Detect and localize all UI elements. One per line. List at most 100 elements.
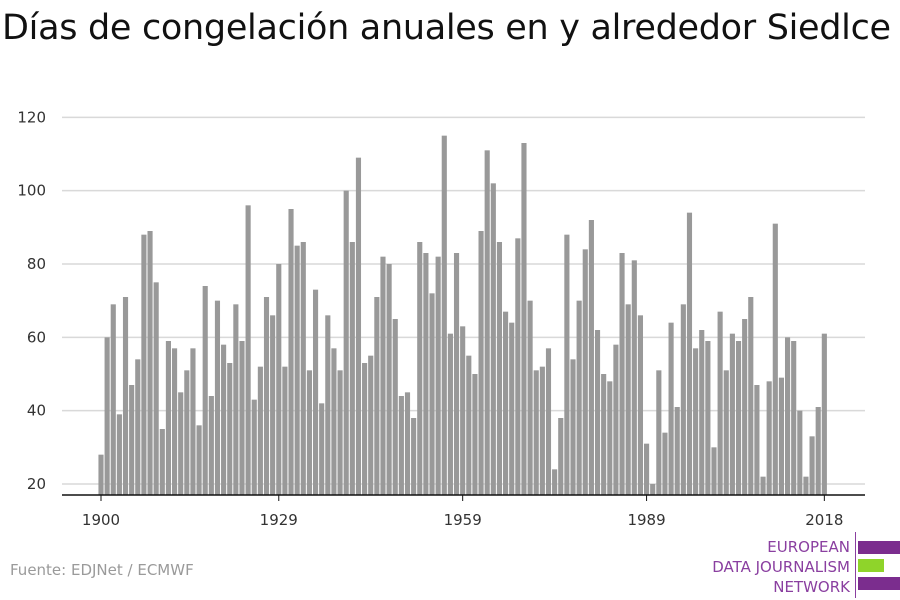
bar-1975 (558, 418, 564, 495)
bar-1983 (607, 381, 613, 495)
x-tick-label: 1989 (627, 511, 665, 529)
logo-bar-green (858, 559, 884, 572)
bar-1959 (460, 326, 466, 495)
bar-1981 (594, 330, 601, 495)
bar-1929 (276, 264, 282, 495)
bar-1915 (190, 348, 196, 495)
bar-2006 (748, 297, 754, 495)
logo-line-2: DATA JOURNALISM (712, 558, 850, 576)
bar-1970 (527, 300, 533, 495)
bar-1905 (129, 385, 135, 495)
bar-1961 (472, 374, 478, 495)
bar-1976 (564, 234, 570, 495)
bar-1941 (349, 242, 355, 495)
logo-line-1: EUROPEAN (767, 538, 850, 556)
bar-1918 (208, 396, 214, 495)
bar-1935 (312, 289, 319, 495)
bar-1939 (337, 370, 343, 495)
bar-1945 (374, 297, 380, 495)
bar-1985 (619, 253, 625, 495)
bar-1968 (515, 238, 521, 496)
bar-1942 (355, 157, 362, 495)
bar-1996 (686, 212, 693, 495)
bar-1953 (423, 253, 429, 495)
bar-1919 (214, 300, 221, 495)
bar-1966 (503, 311, 509, 495)
bar-1931 (288, 209, 294, 495)
logo-bar-purple-bottom (858, 577, 900, 590)
bar-2003 (729, 333, 735, 495)
x-tick-label: 2018 (805, 511, 843, 529)
bar-1951 (411, 418, 417, 495)
bars (98, 135, 827, 496)
bar-1952 (417, 242, 423, 495)
bar-1998 (699, 330, 705, 495)
logo-bar-purple-top (858, 541, 900, 554)
bar-1973 (545, 348, 552, 495)
y-tick-label: 40 (27, 402, 46, 420)
bar-1903 (116, 414, 122, 495)
edjnet-logo[interactable]: EUROPEAN DATA JOURNALISM NETWORK (700, 530, 900, 600)
x-tick-label: 1900 (82, 511, 120, 529)
bar-1955 (435, 256, 441, 495)
bar-2011 (778, 377, 784, 495)
bar-1924 (245, 205, 251, 496)
bar-1971 (533, 370, 539, 495)
bar-2005 (742, 319, 748, 495)
x-tick-label: 1959 (444, 511, 482, 529)
bar-1906 (135, 359, 141, 495)
bar-1927 (263, 297, 270, 495)
bar-2010 (772, 223, 778, 495)
bar-1902 (110, 304, 116, 495)
bar-2013 (791, 341, 797, 495)
bar-1910 (159, 429, 165, 495)
bar-2016 (809, 436, 815, 495)
bar-1986 (625, 304, 631, 495)
bar-1980 (588, 220, 594, 495)
bar-2007 (754, 385, 760, 495)
tick-labels: 20 40 60 80 100 120 1900 1929 1959 1989 2018 (17, 108, 843, 529)
bar-1911 (165, 341, 171, 495)
logo-line-3: NETWORK (773, 578, 850, 596)
bar-2012 (784, 337, 791, 495)
bar-1994 (674, 407, 680, 495)
x-tick-label: 1929 (260, 511, 298, 529)
bar-1900 (98, 454, 104, 495)
bar-1916 (196, 425, 202, 495)
bar-1949 (398, 396, 404, 495)
bar-1948 (392, 319, 398, 495)
bar-1990 (650, 484, 656, 495)
bar-1901 (104, 337, 110, 495)
source-note: Fuente: EDJNet / ECMWF (10, 561, 194, 579)
bar-1988 (637, 315, 644, 495)
bar-1907 (141, 234, 147, 495)
bar-1909 (153, 282, 159, 495)
bar-1984 (613, 344, 619, 495)
bar-1925 (251, 399, 257, 495)
bar-1922 (233, 304, 239, 495)
bar-1963 (484, 150, 490, 496)
bar-1921 (227, 363, 233, 495)
bar-1997 (693, 348, 699, 495)
bar-1912 (171, 348, 178, 495)
y-tick-label: 100 (17, 182, 46, 200)
bar-1938 (331, 348, 337, 495)
bar-1914 (184, 370, 190, 495)
bar-2017 (815, 407, 821, 495)
bar-1926 (257, 366, 263, 495)
bar-1969 (521, 143, 527, 495)
bar-1956 (441, 135, 447, 495)
bar-1995 (680, 304, 686, 495)
bar-1920 (221, 344, 227, 495)
bar-1974 (552, 469, 558, 495)
bar-1982 (601, 374, 607, 495)
bar-1965 (496, 242, 503, 495)
bar-1947 (386, 264, 392, 495)
bar-1904 (122, 297, 129, 495)
bar-1950 (404, 392, 411, 495)
bar-1923 (239, 341, 245, 495)
bar-2000 (711, 447, 717, 495)
bar-1944 (368, 355, 374, 495)
bar-1943 (362, 363, 368, 495)
